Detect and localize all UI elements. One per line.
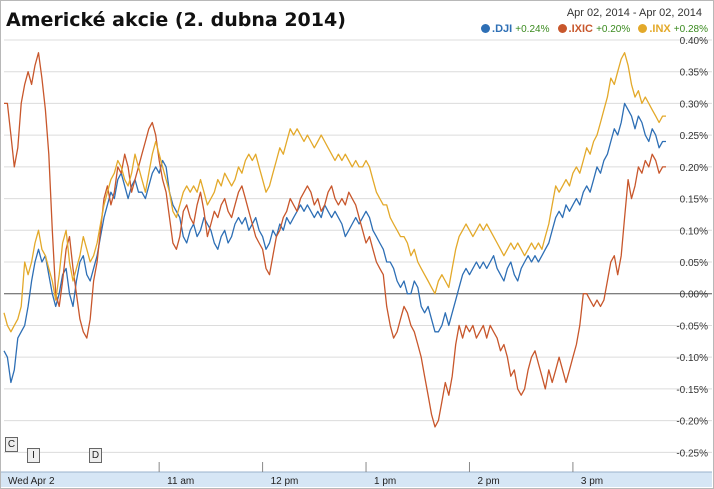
series-line-ixic	[4, 52, 666, 428]
legend-dot-icon	[557, 24, 567, 33]
series-line-inx	[3, 52, 666, 333]
y-tick-label: -0.15%	[676, 385, 708, 396]
y-tick-label: 0.25%	[680, 131, 708, 142]
y-tick-label: 0.10%	[680, 226, 708, 237]
x-tick-label: 12 pm	[271, 476, 299, 487]
legend-dot-icon	[638, 24, 648, 33]
series-lines	[3, 52, 666, 428]
event-marker-c[interactable]: C	[5, 437, 18, 452]
y-tick-label: 0.05%	[680, 258, 708, 269]
y-tick-label: 0.00%	[680, 290, 708, 301]
legend-item-inx[interactable]: .INX +0.28%	[638, 23, 708, 35]
legend-change: +0.24%	[515, 24, 550, 35]
legend-change: +0.20%	[596, 24, 631, 35]
y-tick-label: 0.20%	[680, 163, 708, 174]
x-tick-label: 2 pm	[477, 476, 499, 487]
y-tick-label: 0.40%	[680, 36, 708, 47]
y-tick-label: 0.15%	[680, 195, 708, 206]
legend-name: .INX	[649, 23, 671, 35]
x-tick-label: 1 pm	[374, 476, 396, 487]
legend-change: +0.28%	[673, 24, 708, 35]
x-tick-label: 11 am	[167, 476, 194, 487]
legend: .DJI +0.24% .IXIC +0.20% .INX +0.28%	[476, 23, 708, 35]
y-tick-label: -0.25%	[676, 448, 708, 459]
axes: 0.40% 0.35% 0.30% 0.25% 0.20% 0.15% 0.10% 0.05%…	[1, 36, 712, 487]
legend-item-dji[interactable]: .DJI +0.24%	[481, 23, 553, 35]
series-line-dji	[3, 102, 666, 384]
y-tick-label: 0.30%	[680, 99, 708, 110]
x-tick-label: 3 pm	[581, 476, 603, 487]
y-tick-label: -0.20%	[676, 417, 708, 428]
y-tick-label: -0.10%	[676, 353, 708, 364]
legend-name: .DJI	[492, 23, 513, 35]
event-marker-i[interactable]: I	[27, 448, 40, 463]
legend-name: .IXIC	[568, 23, 593, 35]
grid	[4, 39, 712, 453]
x-tick-label: Wed Apr 2	[8, 476, 55, 487]
event-marker-d[interactable]: D	[89, 448, 102, 463]
legend-item-ixic[interactable]: .IXIC +0.20%	[557, 23, 634, 35]
chart-title: Americké akcie (2. dubna 2014)	[6, 9, 346, 31]
y-tick-label: 0.35%	[680, 68, 708, 79]
x-axis-band	[1, 472, 712, 487]
date-range: Apr 02, 2014 - Apr 02, 2014	[566, 7, 702, 19]
legend-dot-icon	[481, 24, 491, 33]
y-tick-label: -0.05%	[676, 321, 708, 332]
